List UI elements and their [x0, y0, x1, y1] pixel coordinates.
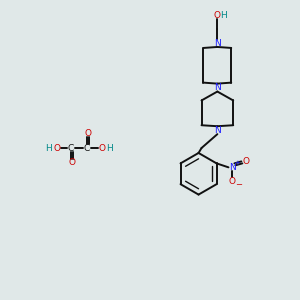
- Text: H: H: [106, 143, 113, 152]
- Text: C: C: [68, 143, 74, 152]
- Text: O: O: [243, 157, 250, 166]
- Text: N: N: [214, 38, 221, 47]
- Text: N: N: [214, 126, 221, 135]
- Text: C: C: [83, 143, 90, 152]
- Text: +: +: [234, 160, 240, 166]
- Text: H: H: [46, 143, 52, 152]
- Text: O: O: [214, 11, 221, 20]
- Text: −: −: [235, 180, 242, 189]
- Text: N: N: [229, 163, 236, 172]
- Text: N: N: [214, 83, 221, 92]
- Text: O: O: [84, 129, 91, 138]
- Text: O: O: [99, 143, 106, 152]
- Text: O: O: [229, 177, 236, 186]
- Text: O: O: [68, 158, 75, 167]
- Text: H: H: [220, 11, 227, 20]
- Text: O: O: [53, 143, 60, 152]
